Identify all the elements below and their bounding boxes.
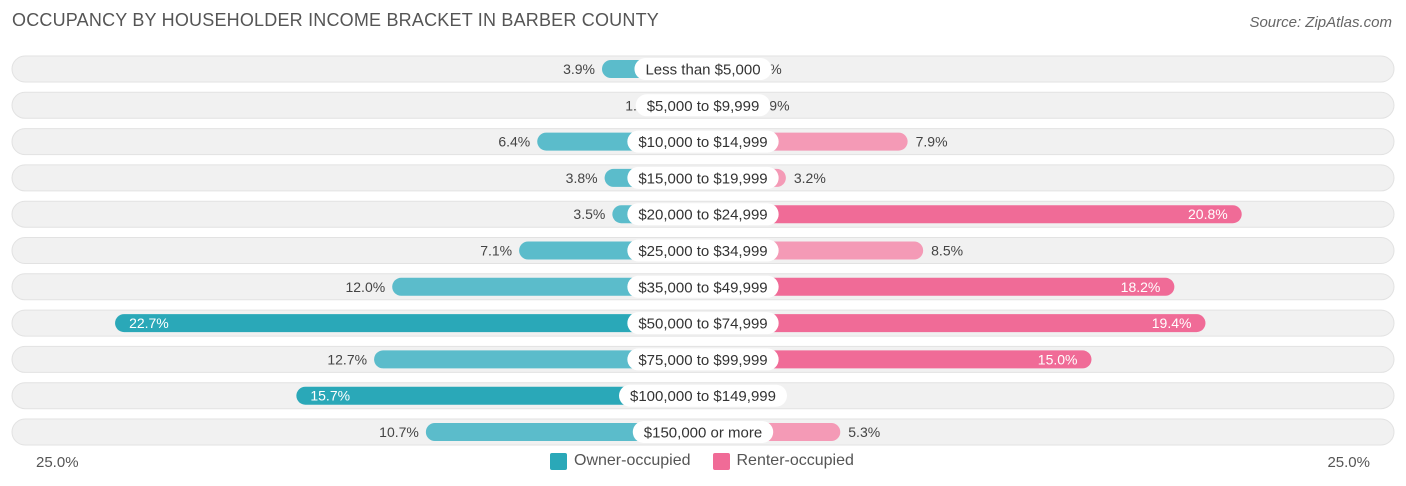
renter-bar	[703, 277, 1175, 296]
renter-value-label: 8.5%	[931, 243, 963, 259]
category-pill	[627, 239, 779, 262]
owner-value-label: 6.4%	[498, 134, 530, 150]
renter-bar	[703, 314, 1206, 333]
owner-bar	[392, 277, 703, 296]
category-pill	[619, 384, 787, 407]
category-label: $100,000 to $149,999	[630, 388, 776, 405]
owner-value-label: 12.7%	[327, 351, 367, 367]
renter-value-label: 20.8%	[1188, 206, 1228, 222]
category-label: $5,000 to $9,999	[647, 98, 760, 115]
chart-source: Source: ZipAtlas.com	[1249, 14, 1392, 31]
category-label: Less than $5,000	[645, 62, 760, 79]
owner-value-label: 3.8%	[566, 170, 598, 186]
owner-value-label: 10.7%	[379, 424, 419, 440]
owner-bar	[425, 423, 703, 441]
owner-value-label: 7.1%	[480, 243, 512, 259]
legend-swatch-renter	[712, 452, 730, 470]
category-label: $15,000 to $19,999	[638, 170, 767, 187]
renter-value-label: 3.2%	[794, 170, 826, 186]
category-label: $50,000 to $74,999	[638, 316, 767, 333]
category-label: $35,000 to $49,999	[638, 279, 767, 296]
renter-value-label: 7.9%	[916, 134, 948, 150]
owner-value-label: 15.7%	[310, 388, 350, 404]
owner-bar	[296, 386, 703, 405]
category-pill	[627, 130, 779, 153]
axis-left-label: 25.0%	[36, 454, 79, 471]
category-label: $150,000 or more	[644, 425, 762, 442]
category-pill	[627, 166, 779, 189]
chart-title: OCCUPANCY BY HOUSEHOLDER INCOME BRACKET …	[12, 10, 659, 30]
legend-label-owner: Owner-occupied	[574, 452, 691, 469]
renter-bar	[703, 205, 1242, 224]
owner-value-label: 3.5%	[573, 206, 605, 222]
legend-swatch-owner	[550, 452, 567, 470]
legend-label-renter: Renter-occupied	[736, 452, 854, 469]
legend-item-owner: Owner-occupied	[550, 452, 691, 470]
category-pill	[627, 203, 779, 226]
category-pill	[627, 275, 779, 298]
category-label: $10,000 to $14,999	[638, 134, 767, 151]
renter-bar	[703, 350, 1092, 369]
legend: Owner-occupied Renter-occupied	[550, 452, 854, 470]
owner-value-label: 22.7%	[129, 315, 169, 331]
axis-right-label: 25.0%	[1327, 454, 1370, 471]
category-pill	[627, 348, 779, 371]
category-label: $20,000 to $24,999	[638, 207, 767, 224]
renter-value-label: 19.4%	[1152, 315, 1192, 331]
category-pill	[627, 312, 779, 335]
category-pill	[635, 94, 771, 117]
category-pill	[632, 421, 774, 443]
category-label: $25,000 to $34,999	[638, 243, 767, 260]
owner-bar	[115, 314, 703, 333]
legend-item-renter: Renter-occupied	[712, 452, 854, 470]
owner-value-label: 12.0%	[345, 279, 385, 295]
owner-value-label: 3.9%	[563, 61, 595, 77]
renter-value-label: 5.3%	[848, 424, 880, 440]
renter-value-label: 18.2%	[1121, 279, 1161, 295]
category-pill	[634, 58, 772, 80]
owner-bar	[374, 350, 703, 369]
category-label: $75,000 to $99,999	[638, 352, 767, 369]
renter-value-label: 15.0%	[1038, 351, 1078, 367]
